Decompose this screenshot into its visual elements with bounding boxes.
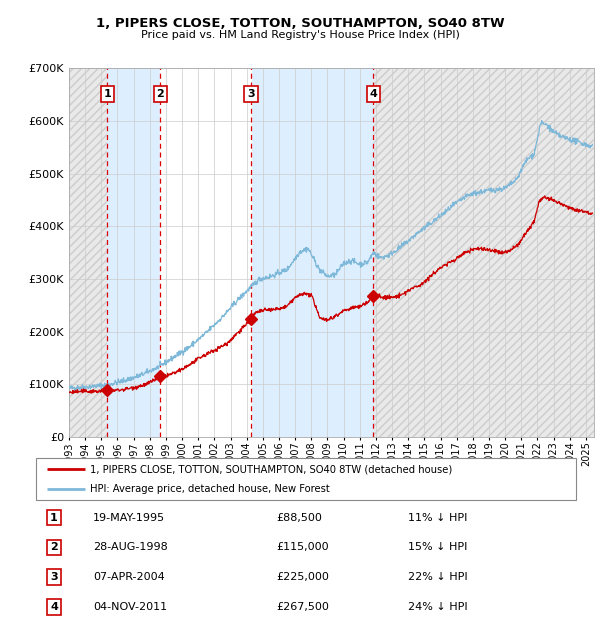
Bar: [373, 68, 594, 437]
Text: £115,000: £115,000: [276, 542, 329, 552]
Text: 28-AUG-1998: 28-AUG-1998: [93, 542, 168, 552]
Text: 4: 4: [50, 602, 58, 612]
Text: £267,500: £267,500: [276, 602, 329, 612]
Text: 1: 1: [50, 513, 58, 523]
Bar: [107, 68, 160, 437]
Bar: [251, 68, 373, 437]
Bar: [69, 68, 107, 437]
Text: 22% ↓ HPI: 22% ↓ HPI: [408, 572, 467, 582]
Text: 15% ↓ HPI: 15% ↓ HPI: [408, 542, 467, 552]
Text: 19-MAY-1995: 19-MAY-1995: [93, 513, 165, 523]
Text: 04-NOV-2011: 04-NOV-2011: [93, 602, 167, 612]
Text: 4: 4: [370, 89, 377, 99]
Text: £225,000: £225,000: [276, 572, 329, 582]
Text: 1, PIPERS CLOSE, TOTTON, SOUTHAMPTON, SO40 8TW (detached house): 1, PIPERS CLOSE, TOTTON, SOUTHAMPTON, SO…: [90, 464, 452, 474]
Text: 2: 2: [50, 542, 58, 552]
Text: 07-APR-2004: 07-APR-2004: [93, 572, 165, 582]
Text: Price paid vs. HM Land Registry's House Price Index (HPI): Price paid vs. HM Land Registry's House …: [140, 30, 460, 40]
FancyBboxPatch shape: [36, 458, 576, 500]
Text: 24% ↓ HPI: 24% ↓ HPI: [408, 602, 467, 612]
Text: £88,500: £88,500: [276, 513, 322, 523]
Text: 11% ↓ HPI: 11% ↓ HPI: [408, 513, 467, 523]
Text: 2: 2: [157, 89, 164, 99]
Text: 3: 3: [50, 572, 58, 582]
Text: 3: 3: [247, 89, 255, 99]
Text: HPI: Average price, detached house, New Forest: HPI: Average price, detached house, New …: [90, 484, 330, 494]
Text: 1, PIPERS CLOSE, TOTTON, SOUTHAMPTON, SO40 8TW: 1, PIPERS CLOSE, TOTTON, SOUTHAMPTON, SO…: [95, 17, 505, 30]
Bar: [160, 68, 251, 437]
Text: 1: 1: [104, 89, 112, 99]
